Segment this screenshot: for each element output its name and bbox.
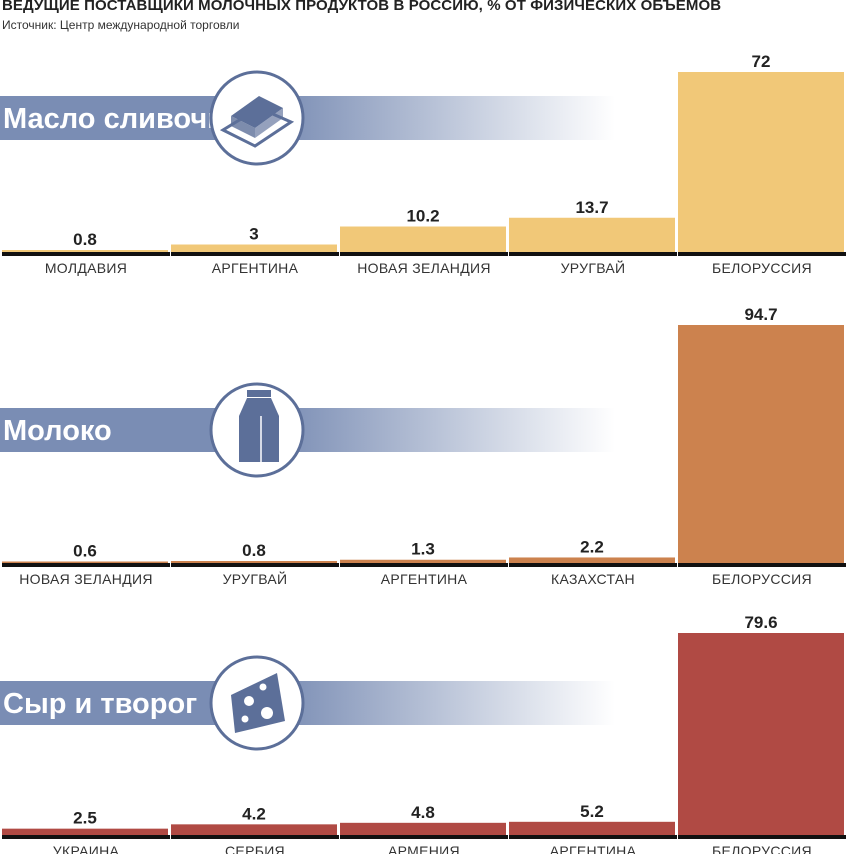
category-label: АРГЕНТИНА: [550, 843, 637, 854]
value-label: 1.3: [411, 540, 435, 559]
baseline-segment: [340, 252, 508, 256]
category-label: УРУГВАЙ: [561, 259, 626, 276]
product-banner: [0, 408, 615, 452]
product-name: Молоко: [3, 415, 112, 447]
baseline-segment: [340, 835, 508, 839]
value-label: 94.7: [744, 305, 777, 324]
value-label: 13.7: [575, 198, 608, 217]
bar-аргентина: [509, 821, 675, 835]
baseline-segment: [509, 835, 677, 839]
bar-белоруссия: [678, 72, 844, 252]
baseline-segment: [678, 563, 846, 567]
bar-аргентина: [171, 244, 337, 252]
bar-молдавия: [2, 250, 168, 252]
value-label: 79.6: [744, 613, 777, 632]
baseline-segment: [171, 835, 339, 839]
category-label: БЕЛОРУССИЯ: [712, 843, 812, 854]
value-label: 4.2: [242, 804, 266, 823]
value-label: 0.8: [73, 230, 97, 249]
category-label: БЕЛОРУССИЯ: [712, 571, 812, 587]
chart-panel-2: Молоко 0.6 НОВАЯ ЗЕЛАНДИЯ 0.8 УРУГВАЙ 1.3 АРГЕ…: [0, 305, 846, 587]
value-label: 3: [249, 225, 258, 244]
category-label: УРУГВАЙ: [223, 570, 288, 587]
baseline-segment: [340, 563, 508, 567]
value-label: 72: [752, 52, 771, 71]
baseline-segment: [2, 252, 170, 256]
chart-panel-1: Масло сливочное0.8МОЛДАВИЯ3АРГЕНТИНА10.2…: [0, 52, 846, 276]
baseline-segment: [2, 835, 170, 839]
product-banner: [0, 96, 615, 140]
value-label: 4.8: [411, 803, 435, 822]
chart-panel-3: Сыр и творог 2.5 УКРАИНА 4.2 СЕРБИЯ 4.8 АРМЕНИ…: [0, 613, 846, 854]
bar-новая-зеландия: [2, 561, 168, 563]
value-label: 5.2: [580, 802, 604, 821]
bar-казахстан: [509, 557, 675, 563]
bar-украина: [2, 828, 168, 835]
category-label: УКРАИНА: [53, 843, 120, 854]
product-banner: [0, 681, 615, 725]
value-label: 2.2: [580, 537, 604, 556]
bar-уругвай: [509, 217, 675, 252]
category-label: АРГЕНТИНА: [212, 260, 299, 276]
product-name: Сыр и творог: [3, 688, 197, 720]
value-label: 0.8: [242, 541, 266, 560]
value-label: 2.5: [73, 809, 97, 828]
category-label: НОВАЯ ЗЕЛАНДИЯ: [357, 260, 491, 276]
value-label: 0.6: [73, 541, 97, 560]
bar-новая-зеландия: [340, 226, 506, 252]
milk-carton-icon: [239, 390, 279, 462]
category-label: БЕЛОРУССИЯ: [712, 260, 812, 276]
bar-аргентина: [340, 559, 506, 563]
bar-белоруссия: [678, 633, 844, 835]
bar-белоруссия: [678, 325, 844, 563]
bar-сербия: [171, 824, 337, 835]
baseline-segment: [2, 563, 170, 567]
chart-source: Источник: Центр международной торговли: [2, 18, 240, 32]
category-label: АРМЕНИЯ: [388, 843, 460, 854]
value-label: 10.2: [406, 207, 439, 226]
baseline-segment: [678, 835, 846, 839]
bar-уругвай: [171, 560, 337, 563]
category-label: КАЗАХСТАН: [551, 571, 635, 587]
cheese-icon: [231, 673, 285, 733]
category-label: АРГЕНТИНА: [381, 571, 468, 587]
baseline-segment: [509, 563, 677, 567]
bar-армения: [340, 822, 506, 835]
baseline-segment: [678, 252, 846, 256]
butter-icon: [219, 96, 295, 148]
chart-title: ВЕДУЩИЕ ПОСТАВЩИКИ МОЛОЧНЫХ ПРОДУКТОВ В …: [2, 0, 722, 14]
category-label: СЕРБИЯ: [225, 843, 285, 854]
baseline-segment: [171, 252, 339, 256]
category-label: НОВАЯ ЗЕЛАНДИЯ: [19, 571, 153, 587]
baseline-segment: [171, 563, 339, 567]
baseline-segment: [509, 252, 677, 256]
category-label: МОЛДАВИЯ: [45, 260, 127, 276]
